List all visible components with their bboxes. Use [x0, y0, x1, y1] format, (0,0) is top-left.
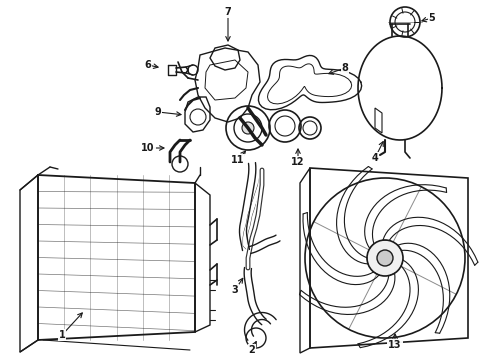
Text: 2: 2	[248, 345, 255, 355]
Circle shape	[367, 240, 403, 276]
Circle shape	[242, 122, 254, 134]
Text: 5: 5	[429, 13, 436, 23]
Text: 12: 12	[291, 157, 305, 167]
Text: 4: 4	[371, 153, 378, 163]
Text: 11: 11	[231, 155, 245, 165]
Text: 3: 3	[232, 285, 238, 295]
Text: 1: 1	[59, 330, 65, 340]
Circle shape	[377, 250, 393, 266]
Text: 13: 13	[388, 340, 402, 350]
Text: 8: 8	[342, 63, 348, 73]
Text: 9: 9	[155, 107, 161, 117]
Text: 6: 6	[145, 60, 151, 70]
Text: 7: 7	[224, 7, 231, 17]
Text: 10: 10	[141, 143, 155, 153]
